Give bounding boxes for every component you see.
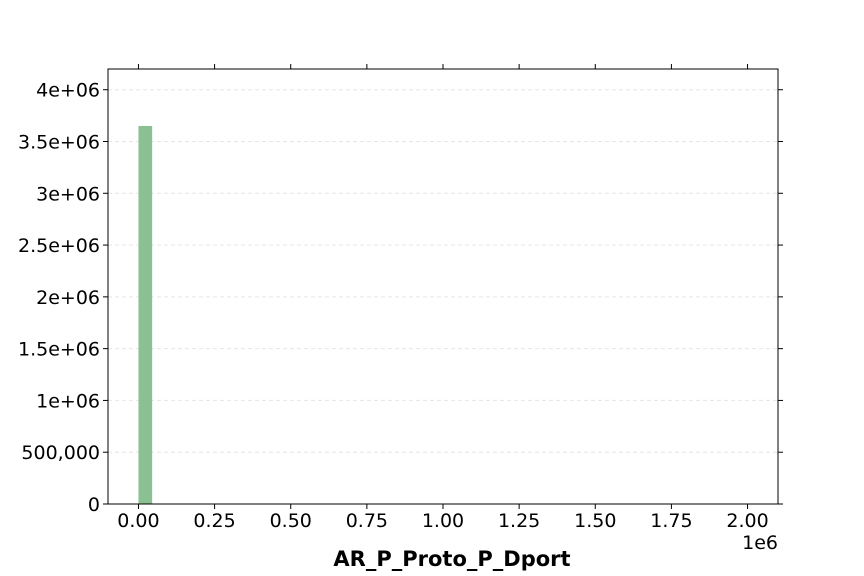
plot-frame xyxy=(107,68,779,505)
x-tick-label: 1.75 xyxy=(650,510,692,532)
x-tick-label: 0.00 xyxy=(117,510,159,532)
x-tick-label: 2.00 xyxy=(726,510,768,532)
y-tick-label: 3.5e+06 xyxy=(18,132,100,154)
y-tick-label: 4e+06 xyxy=(36,80,100,102)
x-tick-label: 0.25 xyxy=(193,510,235,532)
y-tick-label: 2.5e+06 xyxy=(18,235,100,257)
x-axis-title: AR_P_Proto_P_Dport xyxy=(333,547,570,571)
x-tick-label: 1.50 xyxy=(574,510,616,532)
histogram-bar xyxy=(138,125,153,504)
y-tick-label: 500,000 xyxy=(21,442,100,464)
x-offset-label: 1e6 xyxy=(742,532,778,554)
x-axis: 0.00 0.25 0.50 0.75 1.00 1.25 1.50 1.75 2.00 xyxy=(117,64,769,532)
y-tick-label: 1.5e+06 xyxy=(18,339,100,361)
y-tick-label: 2e+06 xyxy=(36,287,100,309)
grid-lines xyxy=(108,89,778,453)
x-tick-label: 0.50 xyxy=(270,510,312,532)
y-tick-label: 1e+06 xyxy=(36,390,100,412)
y-tick-label: 3e+06 xyxy=(36,183,100,205)
x-tick-label: 0.75 xyxy=(346,510,388,532)
bars xyxy=(138,125,153,504)
x-tick-label: 1.00 xyxy=(422,510,464,532)
y-tick-label: 0 xyxy=(88,494,100,516)
x-tick-label: 1.25 xyxy=(498,510,540,532)
y-axis: 0 500,000 1e+06 1.5e+06 2e+06 2.5e+06 3e+06 3.5… xyxy=(18,80,783,516)
